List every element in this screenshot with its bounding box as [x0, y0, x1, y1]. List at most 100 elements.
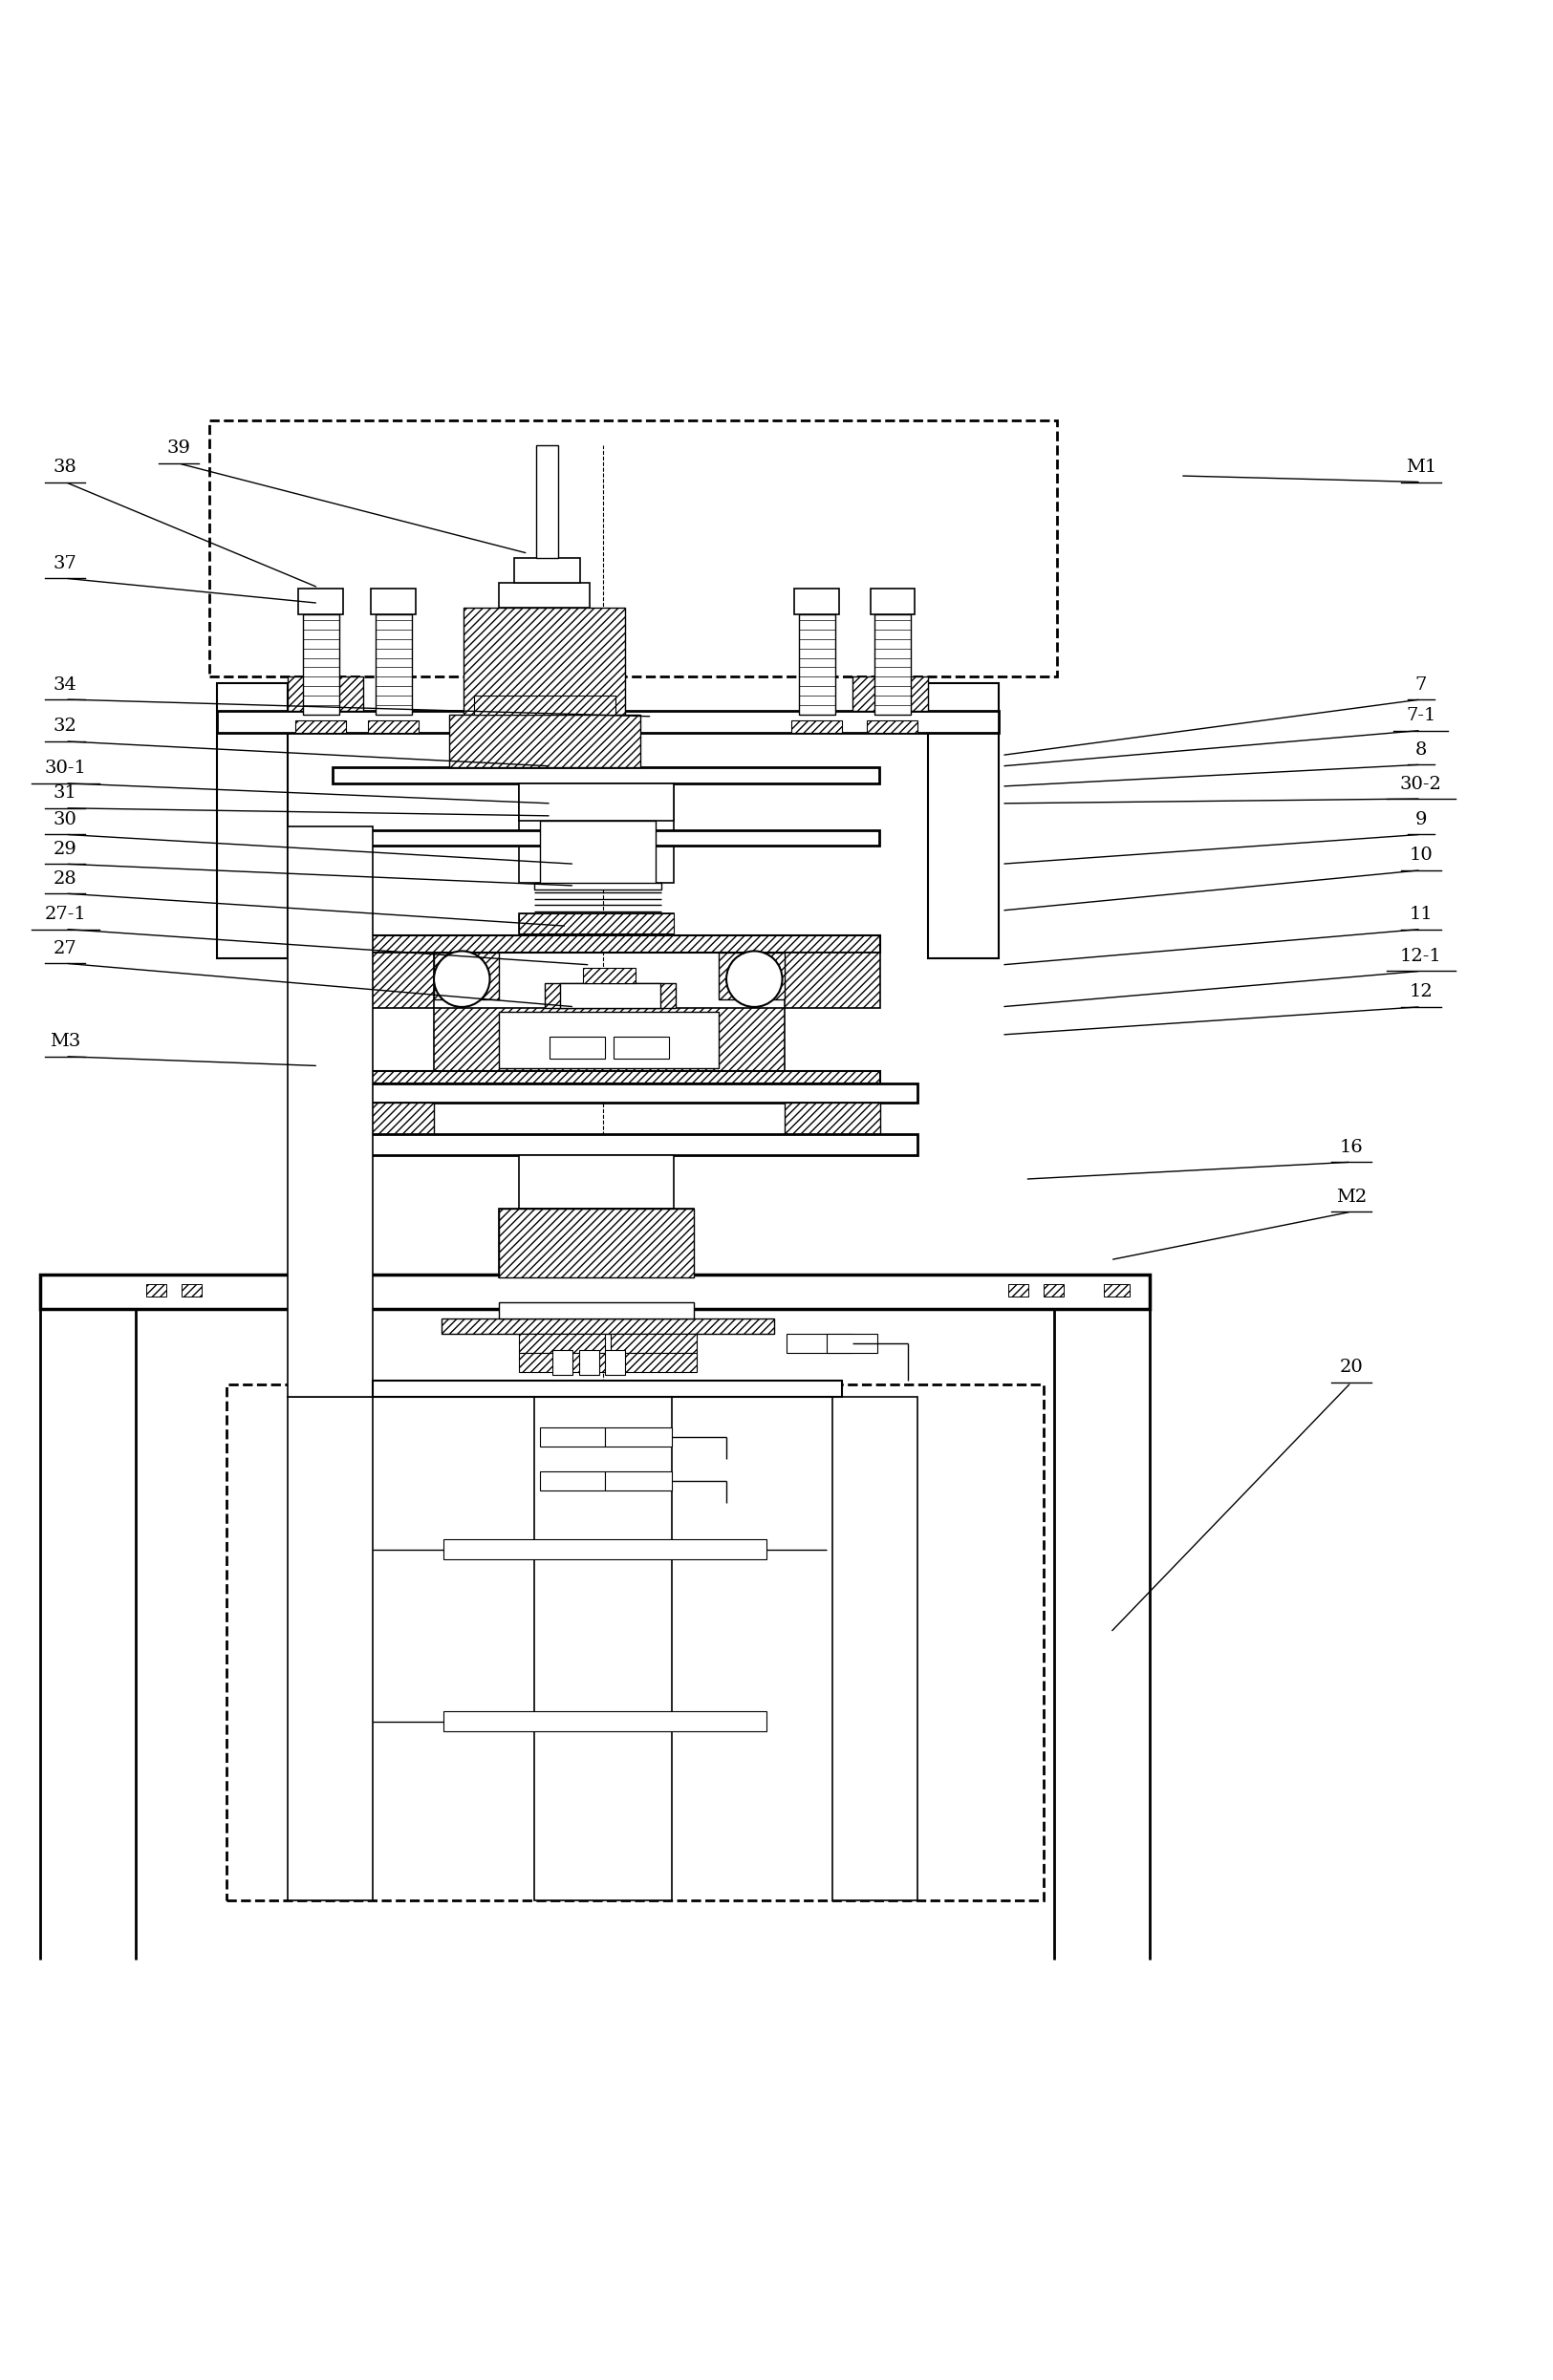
Bar: [545, 983, 676, 1009]
Bar: [1008, 1283, 1028, 1297]
Bar: [874, 614, 910, 714]
Bar: [339, 935, 881, 952]
Bar: [519, 1352, 697, 1371]
Bar: [792, 721, 842, 733]
Text: 31: 31: [53, 785, 78, 802]
Bar: [784, 1102, 881, 1133]
Bar: [539, 1471, 606, 1490]
Bar: [182, 1283, 202, 1297]
Bar: [298, 1133, 918, 1157]
Bar: [606, 1349, 626, 1376]
Bar: [298, 588, 343, 614]
Bar: [519, 771, 674, 883]
Bar: [784, 952, 881, 1009]
Text: 30-2: 30-2: [1401, 776, 1441, 793]
Bar: [339, 1102, 433, 1133]
Bar: [519, 783, 674, 821]
Bar: [519, 1335, 606, 1352]
Text: 30: 30: [53, 812, 78, 828]
Bar: [441, 1319, 775, 1335]
Bar: [40, 1276, 1149, 1309]
Bar: [1104, 1283, 1129, 1297]
Text: 12: 12: [1409, 983, 1433, 1000]
Bar: [376, 614, 412, 714]
Bar: [534, 1397, 671, 1902]
Bar: [606, 1428, 671, 1447]
Bar: [832, 1397, 918, 1902]
Text: M1: M1: [1405, 459, 1437, 476]
Bar: [499, 1302, 694, 1319]
Text: M3: M3: [50, 1033, 81, 1050]
Bar: [719, 952, 784, 1000]
Bar: [464, 607, 626, 714]
Bar: [499, 583, 590, 607]
Bar: [853, 676, 927, 712]
Bar: [339, 1071, 881, 1083]
Text: 38: 38: [53, 459, 78, 476]
Text: 9: 9: [1415, 812, 1427, 828]
Bar: [368, 721, 418, 733]
Bar: [499, 1209, 694, 1278]
Bar: [870, 588, 915, 614]
Bar: [1044, 1283, 1064, 1297]
Bar: [613, 1038, 669, 1059]
Text: 11: 11: [1409, 907, 1433, 923]
Bar: [217, 683, 287, 959]
Bar: [444, 1711, 767, 1733]
Bar: [287, 826, 373, 1397]
Bar: [433, 1009, 784, 1071]
Text: 29: 29: [53, 840, 78, 857]
Bar: [217, 712, 999, 733]
Bar: [303, 614, 339, 714]
Bar: [606, 1471, 671, 1490]
Text: 27-1: 27-1: [45, 907, 85, 923]
Circle shape: [433, 952, 489, 1007]
Bar: [559, 983, 660, 1009]
Text: 30-1: 30-1: [43, 759, 87, 776]
Bar: [519, 914, 674, 933]
Bar: [519, 1157, 674, 1209]
Bar: [612, 1335, 697, 1352]
Bar: [287, 676, 363, 712]
Text: 7-1: 7-1: [1405, 707, 1437, 724]
Bar: [582, 969, 635, 983]
Text: 27: 27: [53, 940, 78, 957]
Bar: [210, 419, 1058, 676]
Circle shape: [727, 952, 783, 1007]
Bar: [332, 766, 879, 783]
Bar: [867, 721, 918, 733]
Bar: [433, 952, 499, 1000]
Text: 10: 10: [1409, 847, 1433, 864]
Text: M2: M2: [1336, 1188, 1367, 1207]
Bar: [514, 557, 579, 583]
Bar: [553, 1349, 573, 1376]
Text: 7: 7: [1415, 676, 1427, 693]
Bar: [539, 821, 655, 885]
Bar: [550, 1038, 606, 1059]
Bar: [579, 1349, 599, 1376]
Text: 16: 16: [1339, 1138, 1364, 1157]
Text: 34: 34: [53, 676, 78, 693]
Text: 28: 28: [53, 871, 78, 888]
Bar: [371, 588, 416, 614]
Text: 37: 37: [53, 555, 78, 571]
Bar: [795, 588, 839, 614]
Bar: [287, 1397, 373, 1902]
Bar: [798, 614, 836, 714]
Bar: [826, 1335, 877, 1352]
Text: 12-1: 12-1: [1401, 947, 1441, 964]
Bar: [519, 914, 674, 933]
Bar: [295, 721, 346, 733]
Bar: [332, 831, 879, 845]
Text: 8: 8: [1415, 740, 1427, 759]
Text: 32: 32: [53, 719, 78, 735]
Bar: [927, 683, 999, 959]
Bar: [339, 952, 433, 1009]
Bar: [474, 695, 615, 714]
Text: 20: 20: [1339, 1359, 1364, 1376]
Bar: [444, 1540, 767, 1559]
Bar: [298, 1083, 918, 1102]
Bar: [534, 883, 662, 890]
Bar: [227, 1385, 1044, 1902]
Bar: [373, 1380, 842, 1397]
